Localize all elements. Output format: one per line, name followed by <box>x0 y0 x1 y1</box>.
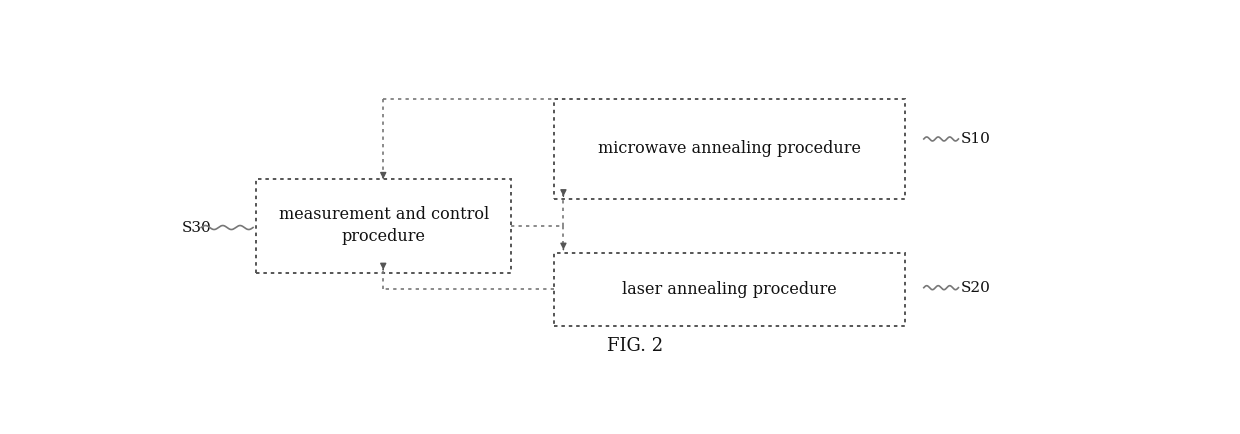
Bar <box>554 253 905 326</box>
Bar <box>255 179 511 273</box>
Bar <box>554 99 905 199</box>
Text: S20: S20 <box>960 281 991 295</box>
Text: S10: S10 <box>960 132 991 146</box>
Text: FIG. 2: FIG. 2 <box>608 337 663 355</box>
Text: laser annealing procedure: laser annealing procedure <box>622 281 837 298</box>
Text: microwave annealing procedure: microwave annealing procedure <box>598 141 861 158</box>
Text: S30: S30 <box>182 220 212 234</box>
Text: measurement and control
procedure: measurement and control procedure <box>279 206 489 246</box>
